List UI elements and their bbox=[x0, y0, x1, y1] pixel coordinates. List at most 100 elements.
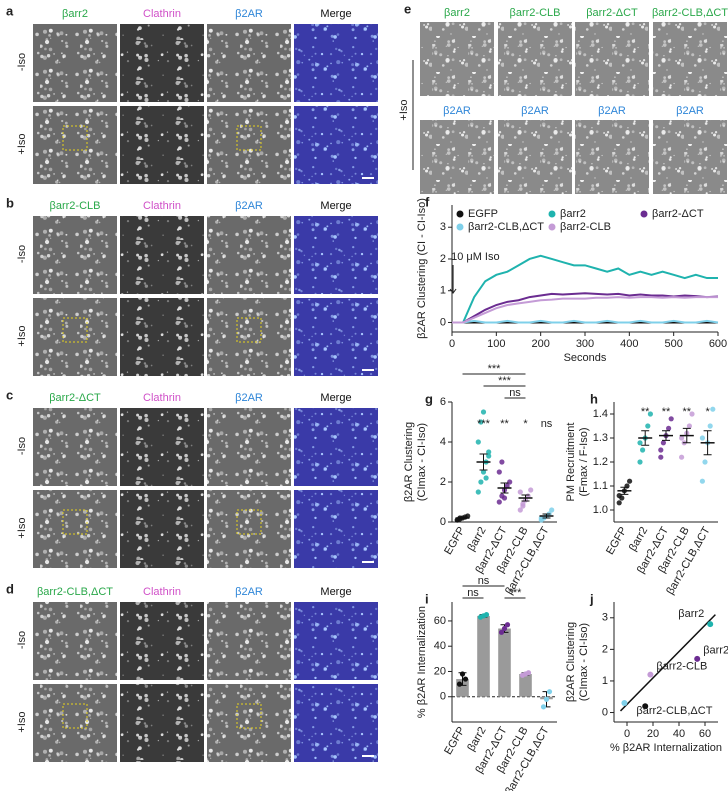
column-header: Clathrin bbox=[143, 392, 181, 404]
data-point bbox=[658, 447, 664, 453]
y-tick-label: 1.0 bbox=[593, 504, 608, 516]
annotation-arrow bbox=[449, 265, 457, 294]
micrograph bbox=[120, 490, 204, 568]
data-point bbox=[501, 625, 508, 632]
significance-label: ** bbox=[662, 406, 671, 418]
column-header: β2AR bbox=[235, 586, 263, 598]
comparison-label: *** bbox=[488, 363, 502, 375]
series-line bbox=[452, 319, 719, 324]
data-point bbox=[499, 459, 505, 465]
panel-letter: c bbox=[6, 387, 13, 402]
data-point bbox=[616, 500, 622, 506]
annotation: 10 μM Iso bbox=[451, 251, 500, 263]
roi-box bbox=[62, 703, 88, 729]
micrograph bbox=[207, 106, 291, 184]
data-point bbox=[616, 493, 622, 499]
data-point bbox=[498, 629, 505, 635]
micrograph bbox=[575, 22, 649, 96]
row-label: +Iso bbox=[16, 133, 28, 154]
micrograph bbox=[120, 602, 204, 680]
x-tick-label: 100 bbox=[487, 338, 505, 350]
y-tick-label: 3 bbox=[602, 612, 608, 624]
legend-swatch bbox=[640, 210, 648, 218]
data-point bbox=[660, 440, 667, 446]
legend-label: βarr2 bbox=[560, 208, 586, 220]
micrograph bbox=[294, 602, 378, 680]
data-point bbox=[480, 469, 487, 475]
micrograph bbox=[207, 490, 291, 568]
row-label: +Iso bbox=[16, 325, 28, 346]
data-point bbox=[496, 469, 502, 475]
data-point bbox=[707, 621, 714, 628]
data-point bbox=[710, 406, 716, 412]
y-tick-label: 1.3 bbox=[593, 432, 608, 444]
column-header: β2AR bbox=[235, 200, 263, 212]
error-bar bbox=[703, 430, 712, 456]
data-point bbox=[627, 478, 633, 484]
x-tick-label: 600 bbox=[709, 338, 727, 350]
micrograph bbox=[120, 298, 204, 376]
micrograph bbox=[207, 24, 291, 102]
legend-label: βarr2-CLB,ΔCT bbox=[468, 221, 544, 233]
data-point bbox=[668, 416, 674, 422]
column-header: βarr2-CLB bbox=[510, 7, 561, 19]
y-axis-label: PM Recruitment bbox=[565, 423, 577, 502]
data-point bbox=[496, 499, 502, 505]
point-label: βarr2-ΔCT bbox=[703, 645, 728, 657]
micrograph bbox=[420, 120, 494, 194]
y-tick-label: 0 bbox=[440, 691, 446, 703]
legend-swatch bbox=[548, 223, 556, 231]
data-point bbox=[694, 655, 701, 662]
x-tick-label: 400 bbox=[620, 338, 638, 350]
y-tick-label: 2 bbox=[440, 476, 446, 488]
panel-letter: b bbox=[6, 195, 14, 210]
micrograph bbox=[207, 684, 291, 762]
point-label: βarr2-CLB bbox=[656, 661, 707, 673]
x-tick-label: EGFP bbox=[442, 525, 467, 557]
column-header: Merge bbox=[320, 586, 351, 598]
y-axis-label: % β2AR Internalization bbox=[416, 606, 428, 718]
bar bbox=[477, 615, 490, 697]
data-point bbox=[699, 478, 706, 484]
fit-line bbox=[619, 614, 716, 712]
micrograph bbox=[207, 216, 291, 294]
data-point bbox=[621, 700, 628, 707]
y-tick-label: 1 bbox=[440, 285, 446, 297]
x-tick-label: EGFP bbox=[442, 725, 467, 757]
x-tick-label: 40 bbox=[673, 728, 685, 740]
x-tick-label: 20 bbox=[647, 728, 659, 740]
significance-label: * bbox=[705, 406, 710, 418]
column-header: Merge bbox=[320, 8, 351, 20]
micrograph bbox=[294, 298, 378, 376]
data-point bbox=[504, 622, 511, 628]
data-point bbox=[666, 425, 672, 431]
micrograph bbox=[294, 684, 378, 762]
column-header: Merge bbox=[320, 200, 351, 212]
micrograph bbox=[33, 490, 117, 568]
panel-letter: i bbox=[425, 591, 429, 606]
legend-swatch bbox=[548, 210, 556, 218]
micrograph bbox=[120, 684, 204, 762]
x-tick-label: 0 bbox=[624, 728, 630, 740]
data-point bbox=[640, 447, 646, 453]
error-bar bbox=[641, 430, 650, 446]
y-tick-label: 0 bbox=[602, 706, 608, 718]
panel-letter: a bbox=[6, 3, 14, 18]
roi-box bbox=[62, 125, 88, 151]
column-header: βarr2 bbox=[62, 8, 88, 20]
column-header: β2AR bbox=[521, 105, 549, 117]
micrograph bbox=[420, 22, 494, 96]
panel-letter: h bbox=[590, 391, 598, 406]
legend-swatch bbox=[456, 210, 464, 218]
legend-label: βarr2-CLB bbox=[560, 221, 611, 233]
data-point bbox=[478, 419, 484, 425]
error-bar bbox=[521, 494, 530, 502]
micrograph bbox=[498, 22, 572, 96]
micrograph bbox=[294, 490, 378, 568]
data-point bbox=[475, 439, 481, 445]
y-tick-label: 1.2 bbox=[593, 456, 608, 468]
micrograph bbox=[120, 216, 204, 294]
micrograph bbox=[498, 120, 572, 194]
y-tick-label: 4 bbox=[440, 436, 446, 448]
legend-swatch bbox=[456, 223, 464, 231]
